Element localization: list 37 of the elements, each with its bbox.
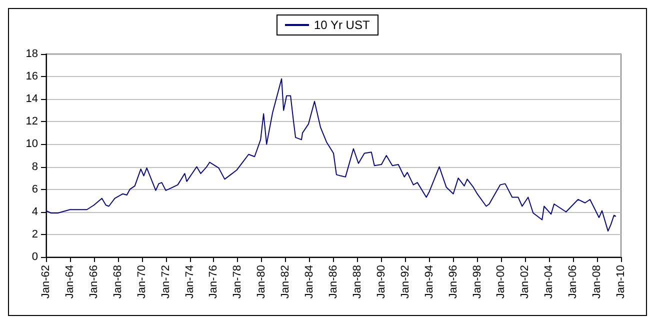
y-tick-label: 10 [26, 138, 38, 150]
x-tick-label: Jan-92 [399, 265, 412, 299]
y-tick-label: 12 [26, 116, 38, 128]
x-tick-label: Jan-04 [543, 265, 556, 299]
x-tick-label: Jan-66 [88, 265, 100, 299]
y-tick-label: 2 [32, 228, 38, 240]
x-tick-label: Jan-64 [64, 265, 76, 299]
x-tick-label: Jan-06 [567, 265, 580, 299]
x-tick-label: Jan-80 [256, 265, 268, 299]
x-tick-label: Jan-72 [160, 265, 172, 299]
x-tick-label: Jan-96 [447, 265, 460, 299]
y-tick-label: 6 [32, 183, 38, 196]
x-tick-label: Jan-98 [471, 265, 484, 299]
y-tick-label: 14 [26, 93, 38, 106]
x-tick-label: Jan-78 [232, 265, 244, 299]
x-tick-label: Jan-00 [495, 265, 508, 299]
x-tick-label: Jan-88 [351, 265, 364, 299]
x-tick-label: Jan-02 [519, 265, 532, 299]
x-tick-label: Jan-10 [615, 265, 627, 299]
y-tick-label: 8 [32, 160, 38, 173]
x-tick-label: Jan-82 [280, 265, 292, 299]
x-tick-label: Jan-84 [304, 265, 316, 299]
x-tick-label: Jan-62 [40, 265, 52, 299]
x-tick-label: Jan-08 [591, 265, 604, 299]
y-tick-label: 0 [32, 251, 38, 263]
x-tick-label: Jan-76 [208, 265, 220, 299]
y-tick-label: 16 [26, 70, 38, 83]
legend-label: 10 Yr UST [314, 18, 370, 32]
x-tick-label: Jan-70 [136, 265, 148, 299]
x-tick-label: Jan-86 [328, 265, 340, 299]
x-tick-label: Jan-68 [112, 265, 124, 299]
y-tick-label: 4 [32, 206, 38, 218]
y-tick-label: 18 [26, 48, 38, 60]
line-series [46, 78, 616, 232]
x-tick-label: Jan-74 [184, 265, 196, 299]
x-tick-label: Jan-90 [375, 265, 388, 299]
x-tick-label: Jan-94 [423, 265, 436, 299]
